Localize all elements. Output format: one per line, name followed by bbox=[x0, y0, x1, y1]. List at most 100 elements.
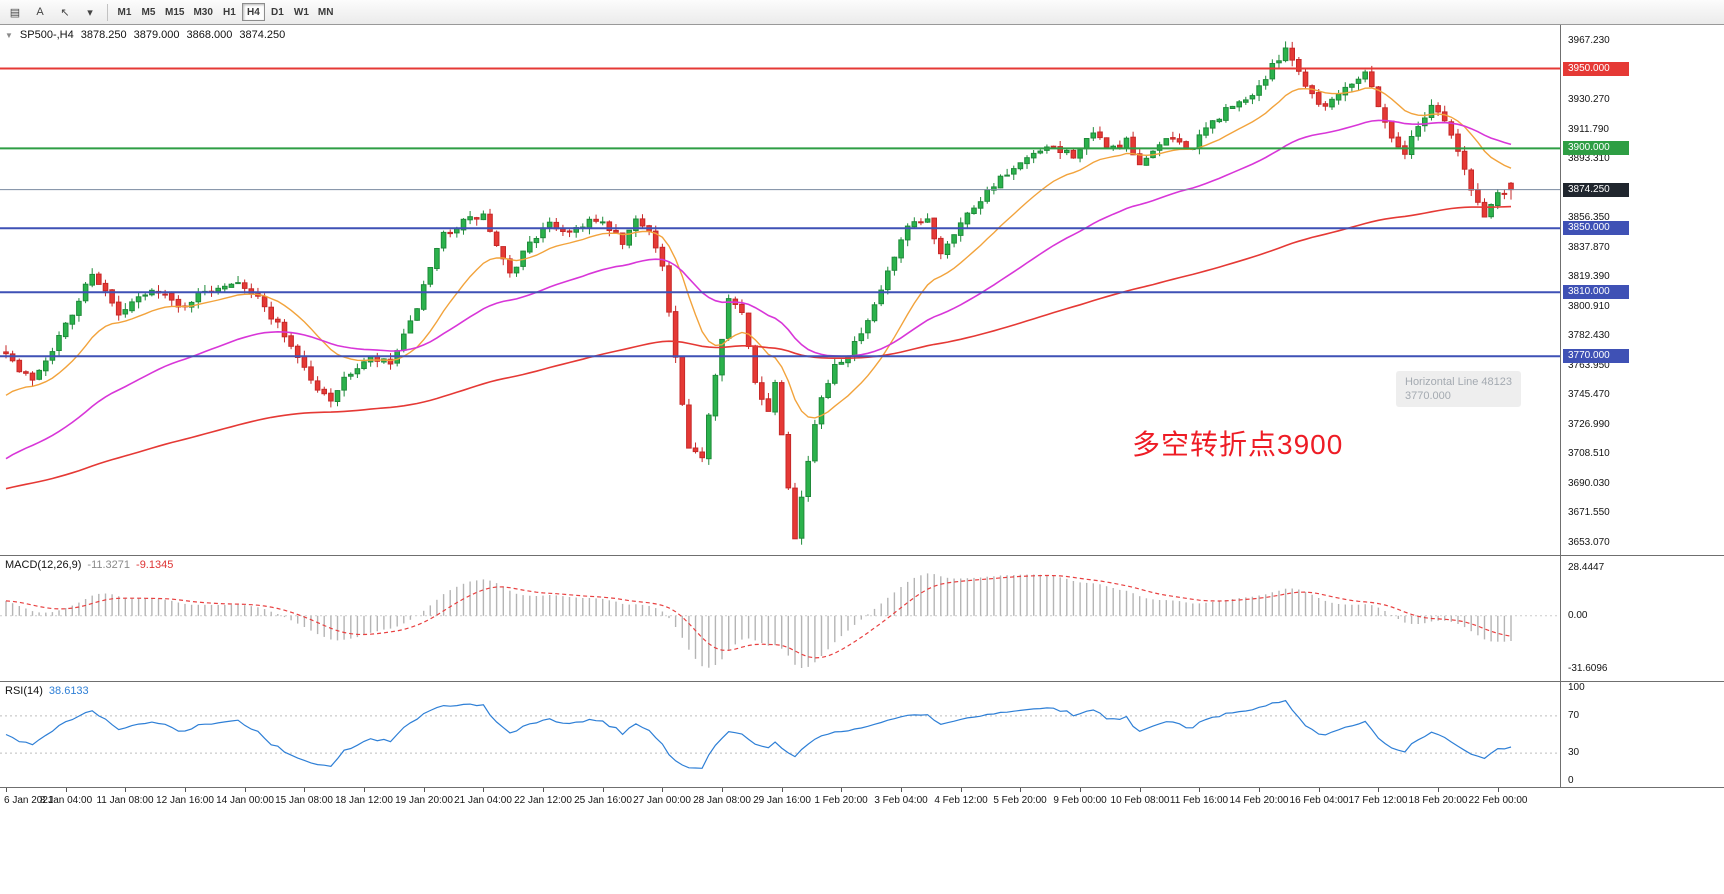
timeframe-button-h4[interactable]: H4 bbox=[241, 3, 265, 21]
time-tick bbox=[662, 788, 663, 792]
macd-label: MACD(12,26,9) -11.3271 -9.1345 bbox=[5, 559, 173, 571]
rsi-tick-label: 100 bbox=[1568, 682, 1585, 693]
price-level-badge: 3770.000 bbox=[1563, 349, 1629, 364]
price-axis[interactable]: 3967.230 3930.270 3911.790 3893.310 3856.350… bbox=[1561, 25, 1724, 555]
rsi-chart[interactable] bbox=[0, 682, 1560, 787]
time-tick bbox=[1498, 788, 1499, 792]
timeframe-button-h1[interactable]: H1 bbox=[223, 6, 236, 18]
macd-tick-label: 0.00 bbox=[1568, 609, 1588, 621]
cursor-tool-icon[interactable]: ↖ bbox=[60, 6, 70, 19]
time-axis-label: 14 Feb 20:00 bbox=[1229, 795, 1289, 806]
timeframe-button-mn[interactable]: MN bbox=[317, 6, 334, 18]
rsi-tick-label: 70 bbox=[1568, 709, 1580, 721]
macd-main-value: -11.3271 bbox=[87, 559, 131, 571]
time-axis-label: 18 Feb 20:00 bbox=[1408, 795, 1468, 806]
chart-annotation-text: 多空转折点3900 bbox=[1132, 429, 1344, 460]
time-tick bbox=[543, 788, 544, 792]
panel-separator[interactable] bbox=[0, 681, 1724, 682]
time-tick bbox=[1378, 788, 1379, 792]
toolbar-icon-group: ▤ A ↖ ▾ bbox=[3, 2, 102, 23]
price-tick-label: 3819.390 bbox=[1568, 271, 1610, 283]
ohlc-open: 3878.250 bbox=[80, 29, 127, 41]
rsi-value: 38.6133 bbox=[48, 685, 89, 697]
timeframe-button-m5[interactable]: M5 bbox=[141, 6, 156, 18]
candlestick-chart[interactable] bbox=[0, 25, 1560, 555]
ohlc-low: 3868.000 bbox=[186, 29, 233, 41]
time-axis-label: 3 Feb 04:00 bbox=[874, 795, 928, 806]
time-tick bbox=[841, 788, 842, 792]
timeframe-button-d1[interactable]: D1 bbox=[271, 6, 284, 18]
macd-axis[interactable]: 28.4447 0.00 -31.6096 bbox=[1561, 556, 1724, 681]
price-tick-label: 3967.230 bbox=[1568, 35, 1610, 46]
time-axis-label: 28 Jan 08:00 bbox=[693, 795, 751, 806]
ohlc-high: 3879.000 bbox=[133, 29, 180, 41]
object-tooltip: Horizontal Line 48123 3770.000 bbox=[1396, 371, 1522, 407]
rsi-tick-label: 0 bbox=[1568, 775, 1574, 786]
main-chart-panel[interactable]: ▼ SP500-,H4 3878.250 3879.000 3868.000 3… bbox=[0, 25, 1560, 555]
time-tick bbox=[1020, 788, 1021, 792]
time-axis-label: 1 Feb 20:00 bbox=[814, 795, 868, 806]
panel-separator[interactable] bbox=[0, 555, 1724, 556]
chart-grid-icon[interactable]: ▤ bbox=[9, 6, 21, 19]
macd-signal-value: -9.1345 bbox=[136, 559, 174, 571]
time-axis-label: 6 Jan 2021 bbox=[4, 795, 54, 806]
macd-tick-label: 28.4447 bbox=[1568, 562, 1605, 573]
price-tick-label: 3911.790 bbox=[1568, 123, 1609, 135]
price-tick-label: 3745.470 bbox=[1568, 389, 1610, 401]
ohlc-close: 3874.250 bbox=[239, 29, 286, 41]
timeframe-button-m30[interactable]: M30 bbox=[193, 6, 213, 18]
price-tick-label: 3708.510 bbox=[1568, 448, 1610, 460]
time-axis-label: 22 Feb 00:00 bbox=[1468, 795, 1528, 806]
time-axis-label: 12 Jan 16:00 bbox=[156, 795, 214, 806]
time-axis-label: 27 Jan 00:00 bbox=[633, 795, 691, 806]
macd-name: MACD(12,26,9) bbox=[5, 559, 82, 571]
time-tick bbox=[1319, 788, 1320, 792]
time-tick bbox=[66, 788, 67, 792]
macd-panel[interactable]: MACD(12,26,9) -11.3271 -9.1345 bbox=[0, 556, 1560, 681]
macd-tick-label: -31.6096 bbox=[1568, 663, 1608, 674]
rsi-panel[interactable]: RSI(14) 38.6133 bbox=[0, 682, 1560, 787]
axis-separator bbox=[1560, 25, 1561, 812]
time-tick bbox=[245, 788, 246, 792]
time-axis-label: 11 Jan 08:00 bbox=[96, 795, 154, 806]
timeframe-button-m15[interactable]: M15 bbox=[165, 6, 185, 18]
rsi-axis[interactable]: 100 70 30 0 bbox=[1561, 682, 1724, 787]
timeframe-button-m1[interactable]: M1 bbox=[117, 6, 132, 18]
time-axis-label: 16 Feb 04:00 bbox=[1289, 795, 1349, 806]
price-tick-label: 3782.430 bbox=[1568, 330, 1610, 342]
rsi-name: RSI(14) bbox=[5, 685, 43, 697]
toolbar: ▤ A ↖ ▾ M1 M5 M15 M30 H1 H4 D1 W1 MN bbox=[0, 0, 1724, 25]
time-tick bbox=[901, 788, 902, 792]
timeframe-button-w1[interactable]: W1 bbox=[293, 6, 309, 18]
time-axis-label: 11 Feb 16:00 bbox=[1169, 795, 1229, 806]
time-tick bbox=[603, 788, 604, 792]
object-tooltip-name: Horizontal Line 48123 bbox=[1405, 376, 1513, 388]
time-axis-label: 22 Jan 12:00 bbox=[514, 795, 572, 806]
time-axis-label: 4 Feb 12:00 bbox=[934, 795, 988, 806]
time-tick bbox=[1438, 788, 1439, 792]
price-tick-label: 3726.990 bbox=[1568, 418, 1610, 430]
price-level-badge: 3900.000 bbox=[1563, 141, 1629, 156]
time-axis-label: 9 Feb 00:00 bbox=[1053, 795, 1107, 806]
time-axis-label: 21 Jan 04:00 bbox=[454, 795, 512, 806]
price-tick-label: 3800.910 bbox=[1568, 300, 1610, 312]
time-tick bbox=[185, 788, 186, 792]
tool-dropdown-arrow-icon[interactable]: ▾ bbox=[87, 6, 93, 19]
toolbar-separator bbox=[107, 3, 108, 21]
time-tick bbox=[483, 788, 484, 792]
time-axis-label: 15 Jan 08:00 bbox=[275, 795, 333, 806]
symbol-marker-icon: ▼ bbox=[5, 30, 13, 40]
macd-chart[interactable] bbox=[0, 556, 1560, 681]
time-tick bbox=[961, 788, 962, 792]
text-tool-icon[interactable]: A bbox=[36, 6, 44, 18]
time-axis-label: 29 Jan 16:00 bbox=[753, 795, 811, 806]
price-tick-label: 3837.870 bbox=[1568, 241, 1610, 253]
chart-title: ▼ SP500-,H4 3878.250 3879.000 3868.000 3… bbox=[5, 29, 285, 41]
panel-separator bbox=[0, 787, 1724, 788]
time-axis-label: 18 Jan 12:00 bbox=[335, 795, 393, 806]
rsi-tick-label: 30 bbox=[1568, 747, 1580, 759]
time-tick bbox=[304, 788, 305, 792]
time-tick bbox=[364, 788, 365, 792]
time-axis[interactable]: 6 Jan 2021 8 Jan 04:00 11 Jan 08:00 12 Jan … bbox=[0, 788, 1724, 814]
